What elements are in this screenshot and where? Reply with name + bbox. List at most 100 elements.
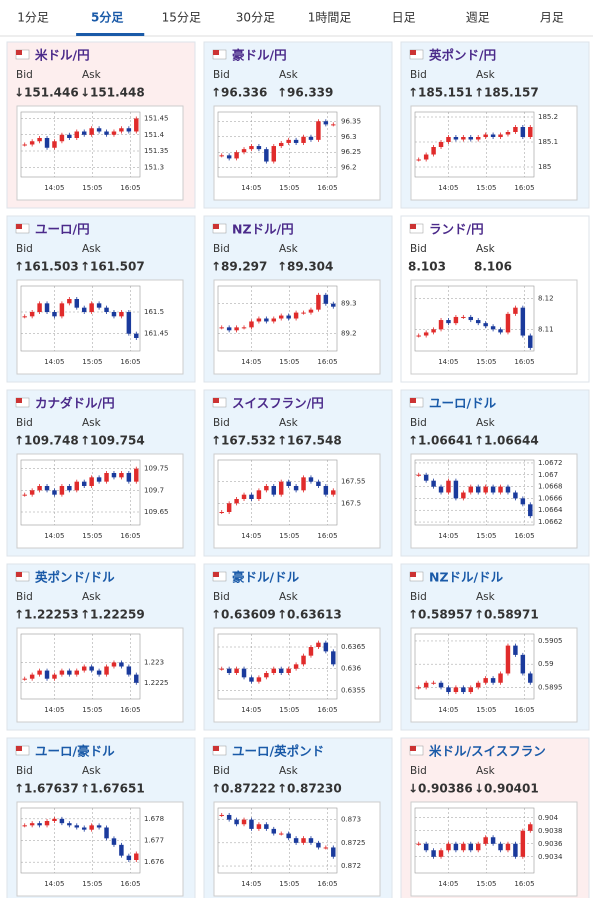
flag-mark bbox=[16, 398, 22, 403]
ask-label: Ask bbox=[279, 417, 299, 429]
ask-label: Ask bbox=[476, 417, 496, 429]
candle bbox=[475, 137, 481, 140]
ask-value: ↑1.06644 bbox=[474, 434, 539, 448]
tab[interactable]: 日足 bbox=[392, 11, 416, 25]
x-tick-label: 14:05 bbox=[438, 706, 458, 714]
candle bbox=[468, 843, 474, 851]
card-title[interactable]: ユーロ/豪ドル bbox=[35, 744, 115, 759]
candle bbox=[226, 155, 232, 159]
candle bbox=[316, 294, 321, 310]
candle bbox=[446, 320, 451, 324]
x-tick-label: 15:05 bbox=[476, 358, 496, 366]
candle bbox=[67, 670, 72, 675]
flag-mark bbox=[410, 572, 416, 577]
card-title[interactable]: ユーロ/円 bbox=[35, 222, 90, 237]
x-tick-label: 16:05 bbox=[317, 706, 337, 714]
card-title[interactable]: 米ドル/円 bbox=[34, 48, 90, 63]
candle bbox=[278, 668, 284, 673]
x-tick-label: 16:05 bbox=[317, 880, 337, 888]
candle bbox=[104, 307, 109, 312]
candle bbox=[29, 312, 35, 317]
candle bbox=[134, 333, 139, 338]
x-tick-label: 15:05 bbox=[279, 880, 299, 888]
plot-area bbox=[217, 111, 338, 178]
chart-box bbox=[16, 105, 184, 201]
candle bbox=[278, 481, 284, 495]
x-tick-label: 14:05 bbox=[438, 880, 458, 888]
candle bbox=[308, 477, 314, 482]
candle bbox=[416, 159, 421, 161]
card-title[interactable]: ユーロ/ドル bbox=[429, 396, 497, 411]
candle bbox=[498, 673, 503, 683]
ask-value: ↑1.22259 bbox=[80, 608, 145, 622]
bid-value: ↑1.06641 bbox=[408, 434, 473, 448]
chart-box bbox=[410, 801, 578, 897]
candle bbox=[226, 327, 232, 331]
card-title[interactable]: カナダドル/円 bbox=[35, 396, 115, 411]
candle bbox=[74, 481, 80, 491]
y-tick-label: 0.9034 bbox=[538, 853, 563, 861]
y-tick-label: 1.0668 bbox=[538, 483, 563, 491]
y-tick-label: 151.35 bbox=[144, 147, 169, 155]
tab[interactable]: 5分足 bbox=[91, 10, 123, 25]
chart-box bbox=[410, 105, 578, 201]
candle bbox=[264, 673, 269, 678]
candle bbox=[67, 486, 72, 491]
candle bbox=[461, 316, 466, 318]
chart-box bbox=[213, 279, 381, 375]
candle bbox=[520, 654, 526, 674]
y-tick-label: 1.0662 bbox=[538, 518, 563, 526]
card-title[interactable]: 英ポンド/円 bbox=[429, 48, 496, 63]
candle bbox=[264, 149, 269, 162]
candle bbox=[37, 303, 42, 312]
x-tick-label: 15:05 bbox=[476, 184, 496, 192]
plot-area bbox=[217, 633, 338, 700]
candle bbox=[293, 139, 299, 143]
x-tick-label: 16:05 bbox=[120, 358, 140, 366]
candle bbox=[256, 677, 262, 682]
candle bbox=[74, 299, 80, 308]
candle bbox=[37, 823, 42, 826]
bid-value: ↑0.63609 bbox=[211, 608, 276, 622]
candle bbox=[89, 477, 94, 486]
tab[interactable]: 15分足 bbox=[162, 11, 201, 25]
candle bbox=[431, 682, 436, 684]
candle bbox=[498, 134, 503, 137]
candle bbox=[513, 492, 518, 499]
candle bbox=[453, 687, 459, 693]
chart-box bbox=[16, 801, 184, 897]
card-title[interactable]: 豪ドル/円 bbox=[232, 48, 287, 63]
ask-label: Ask bbox=[82, 69, 102, 81]
card-title[interactable]: ランド/円 bbox=[429, 222, 484, 237]
card-title[interactable]: NZドル/ドル bbox=[429, 570, 504, 585]
plot-area bbox=[414, 633, 535, 700]
card-title[interactable]: スイスフラン/円 bbox=[232, 396, 324, 411]
candle bbox=[331, 847, 336, 857]
candle bbox=[241, 149, 247, 153]
tab[interactable]: 1時間足 bbox=[308, 11, 352, 25]
candle bbox=[323, 486, 329, 495]
card-title[interactable]: 豪ドル/ドル bbox=[232, 570, 300, 585]
bid-value: ↑1.22253 bbox=[14, 608, 79, 622]
candle bbox=[219, 668, 224, 670]
tab[interactable]: 週足 bbox=[466, 11, 490, 25]
candle bbox=[453, 843, 459, 851]
card-title[interactable]: NZドル/円 bbox=[232, 222, 294, 237]
card-title[interactable]: 米ドル/スイスフラン bbox=[428, 744, 546, 759]
y-tick-label: 1.0666 bbox=[538, 494, 563, 502]
card-title[interactable]: 英ポンド/ドル bbox=[35, 570, 115, 585]
candle bbox=[316, 481, 321, 486]
x-tick-label: 16:05 bbox=[317, 358, 337, 366]
flag-mark bbox=[213, 224, 219, 229]
candle bbox=[423, 682, 429, 688]
card-title[interactable]: ユーロ/英ポンド bbox=[232, 744, 324, 759]
x-tick-label: 14:05 bbox=[438, 358, 458, 366]
tab[interactable]: 月足 bbox=[540, 11, 564, 25]
candle bbox=[316, 121, 321, 140]
candle bbox=[475, 486, 481, 493]
bid-label: Bid bbox=[213, 591, 230, 603]
tab[interactable]: 1分足 bbox=[17, 11, 49, 25]
tab[interactable]: 30分足 bbox=[236, 11, 275, 25]
x-tick-label: 15:05 bbox=[279, 184, 299, 192]
